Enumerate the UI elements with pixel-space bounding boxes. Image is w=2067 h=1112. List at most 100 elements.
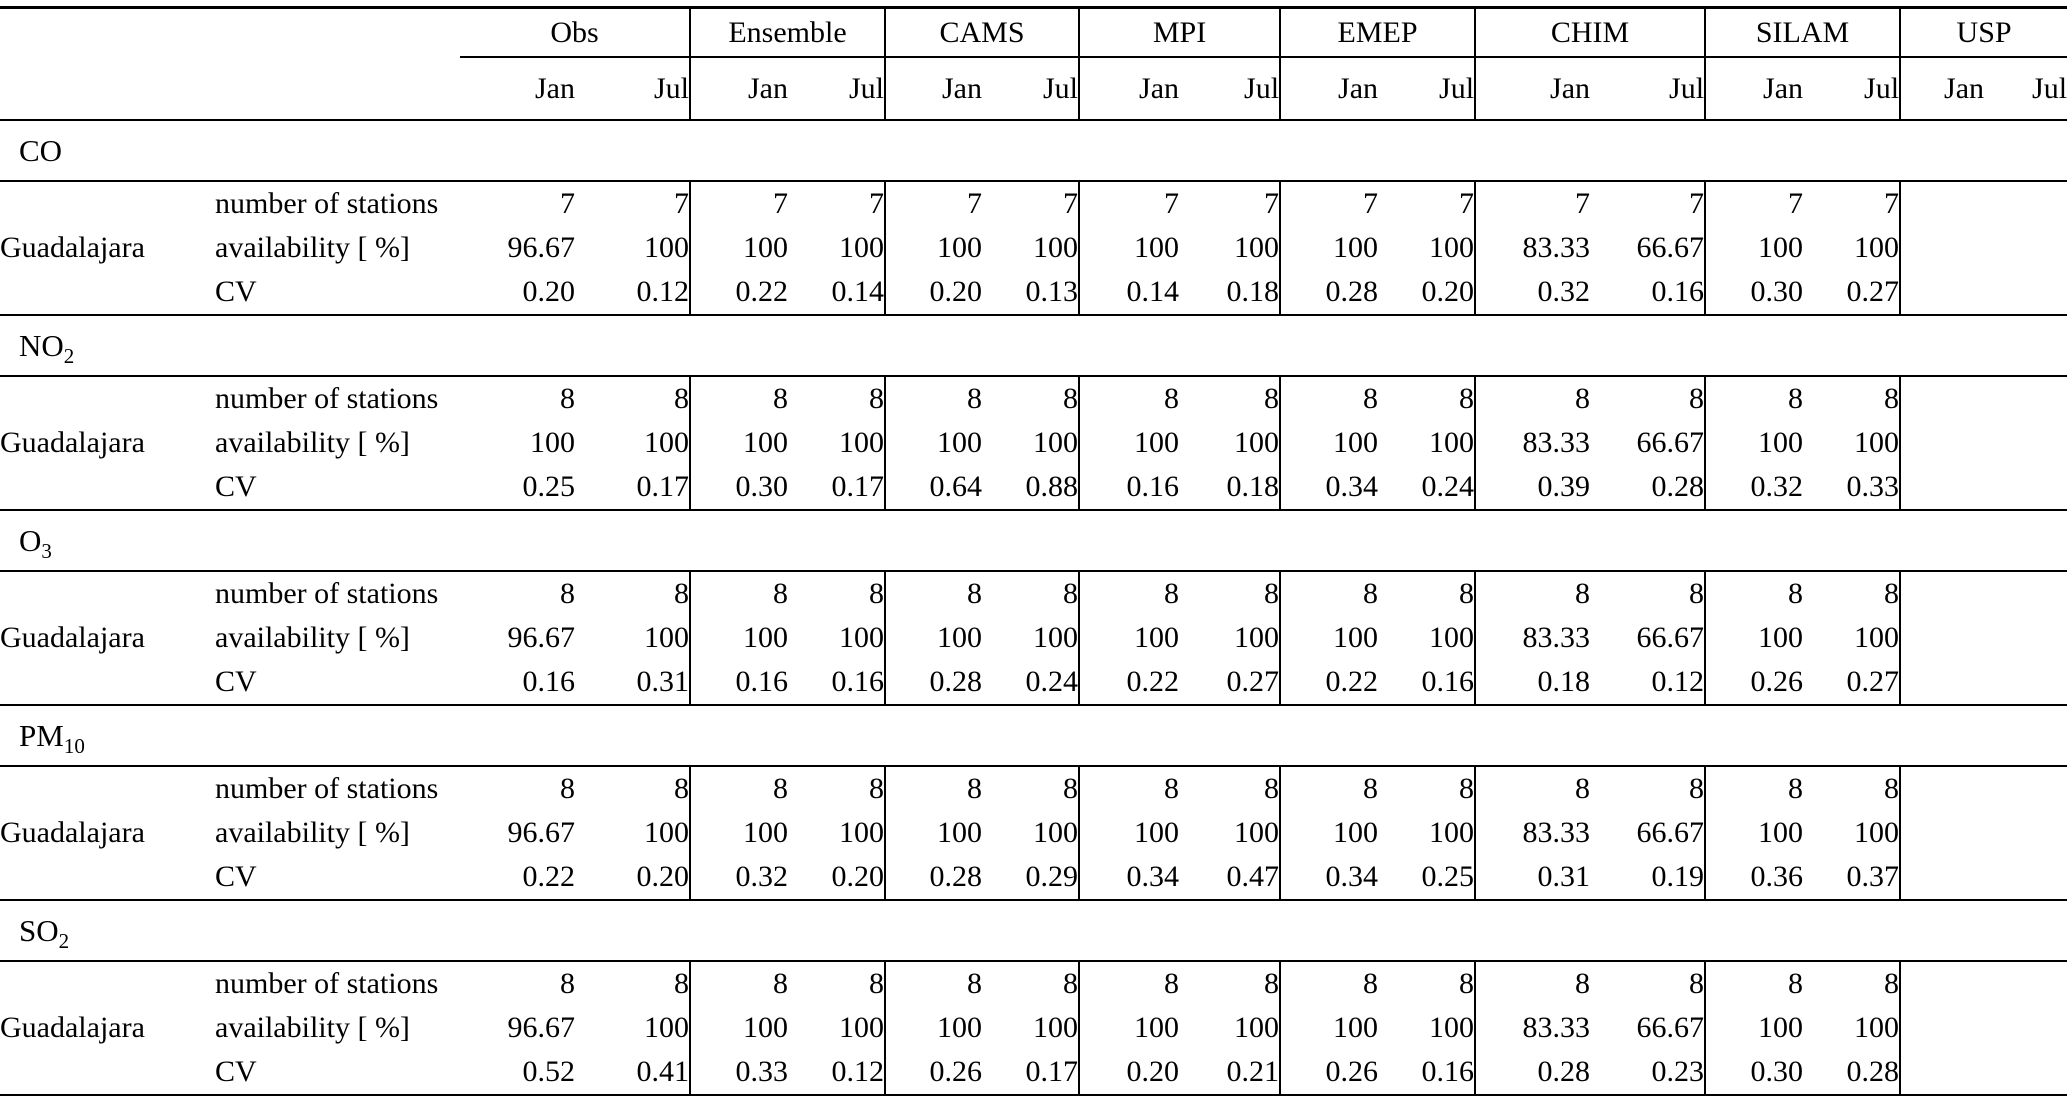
- value-cell: 0.31: [1474, 855, 1591, 901]
- value-cell: 100: [689, 811, 788, 855]
- column-group-obs: Obs: [460, 7, 690, 58]
- value-cell: 0.52: [460, 1050, 575, 1096]
- pollutant-label: CO: [19, 132, 63, 168]
- value-cell: 8: [1884, 967, 1900, 1000]
- value-cell: 0.16: [689, 660, 788, 706]
- value-cell: 7: [1459, 187, 1475, 220]
- value-cell: 0.13: [982, 270, 1080, 316]
- value-cell: 100: [1033, 426, 1079, 459]
- value-cell: 100: [839, 231, 884, 264]
- value-cell: 8: [689, 961, 788, 1006]
- value-cell: 100: [884, 226, 982, 270]
- value-cell: 0.25: [1378, 855, 1476, 901]
- value-cell: 8: [1264, 967, 1280, 1000]
- metric-label: CV: [215, 660, 460, 706]
- value-cell: 8: [884, 376, 982, 421]
- value-cell: 0.16: [1378, 660, 1476, 706]
- value-cell: [1899, 270, 1985, 316]
- value-cell: 83.33: [1474, 811, 1591, 855]
- value-cell: 8: [674, 772, 689, 805]
- value-cell: 8: [560, 577, 575, 610]
- value-cell: 100: [644, 1011, 689, 1044]
- value-cell: 100: [884, 811, 982, 855]
- metric-label: number of stations: [215, 187, 439, 220]
- value-cell: 8: [1459, 382, 1475, 415]
- value-cell: [1984, 181, 2067, 226]
- value-cell: 7: [1279, 181, 1379, 226]
- value-cell: 0.28: [1590, 465, 1706, 511]
- value-cell: 0.16: [1378, 1050, 1476, 1096]
- value-cell: 83.33: [1474, 226, 1591, 270]
- value-cell: 0.20: [575, 855, 690, 901]
- value-cell: 66.67: [1636, 1011, 1705, 1044]
- value-cell: 100: [689, 1006, 788, 1050]
- value-cell: 7: [1704, 181, 1804, 226]
- value-cell: 100: [1429, 816, 1475, 849]
- value-cell: 8: [1078, 571, 1180, 616]
- value-cell: 8: [1078, 766, 1180, 811]
- value-cell: 0.32: [1704, 465, 1804, 511]
- value-cell: 0.18: [1179, 465, 1281, 511]
- column-group-mpi: MPI: [1078, 7, 1281, 58]
- value-cell: 100: [1279, 616, 1379, 660]
- value-cell: 8: [884, 961, 982, 1006]
- column-group-ensemble: Ensemble: [689, 7, 885, 58]
- metric-label: number of stations: [215, 772, 439, 805]
- value-cell: 100: [644, 426, 689, 459]
- value-cell: 8: [869, 382, 884, 415]
- value-cell: 7: [1264, 187, 1280, 220]
- value-cell: 7: [869, 187, 884, 220]
- value-cell: [1899, 421, 1985, 465]
- value-cell: 0.26: [1279, 1050, 1379, 1096]
- value-cell: 0.14: [1078, 270, 1180, 316]
- value-cell: 83.33: [1474, 1006, 1591, 1050]
- value-cell: 8: [1704, 961, 1804, 1006]
- value-cell: 8: [1279, 376, 1379, 421]
- value-cell: [1899, 376, 1985, 421]
- value-cell: 0.28: [884, 855, 982, 901]
- value-cell: 100: [1078, 811, 1180, 855]
- value-cell: 0.28: [1803, 1050, 1901, 1096]
- month-header: Jul: [1378, 57, 1476, 121]
- value-cell: 0.33: [1803, 465, 1901, 511]
- value-cell: 7: [1078, 181, 1180, 226]
- value-cell: [1984, 571, 2067, 616]
- value-cell: 100: [1279, 811, 1379, 855]
- value-cell: 100: [1704, 616, 1804, 660]
- value-cell: 7: [689, 181, 788, 226]
- value-cell: 8: [1689, 967, 1705, 1000]
- value-cell: 0.17: [575, 465, 690, 511]
- month-header: Jan: [1899, 57, 1985, 121]
- value-cell: 0.18: [1474, 660, 1591, 706]
- value-cell: 0.28: [1474, 1050, 1591, 1096]
- column-group-chim: CHIM: [1474, 7, 1706, 58]
- value-cell: 8: [884, 571, 982, 616]
- subheader-spacer: [0, 57, 460, 121]
- value-cell: 8: [1279, 961, 1379, 1006]
- value-cell: 8: [1704, 766, 1804, 811]
- value-cell: [1899, 465, 1985, 511]
- value-cell: 0.20: [1378, 270, 1476, 316]
- value-cell: [1984, 855, 2067, 901]
- value-cell: 0.16: [1590, 270, 1706, 316]
- value-cell: 0.47: [1179, 855, 1281, 901]
- value-cell: 8: [1474, 571, 1591, 616]
- value-cell: 8: [674, 382, 689, 415]
- value-cell: 0.27: [1179, 660, 1281, 706]
- value-cell: 100: [839, 1011, 884, 1044]
- value-cell: [1984, 616, 2067, 660]
- value-cell: 96.67: [507, 621, 576, 654]
- value-cell: 100: [689, 421, 788, 465]
- value-cell: 100: [1078, 421, 1180, 465]
- value-cell: 0.41: [575, 1050, 690, 1096]
- value-cell: 8: [674, 967, 689, 1000]
- value-cell: 100: [1704, 811, 1804, 855]
- value-cell: 7: [884, 181, 982, 226]
- value-cell: 8: [1063, 382, 1079, 415]
- value-cell: 8: [689, 376, 788, 421]
- value-cell: 0.34: [1279, 465, 1379, 511]
- value-cell: 8: [1689, 382, 1705, 415]
- pollutant-label: O: [19, 522, 42, 558]
- value-cell: 8: [1264, 577, 1280, 610]
- value-cell: 8: [1078, 961, 1180, 1006]
